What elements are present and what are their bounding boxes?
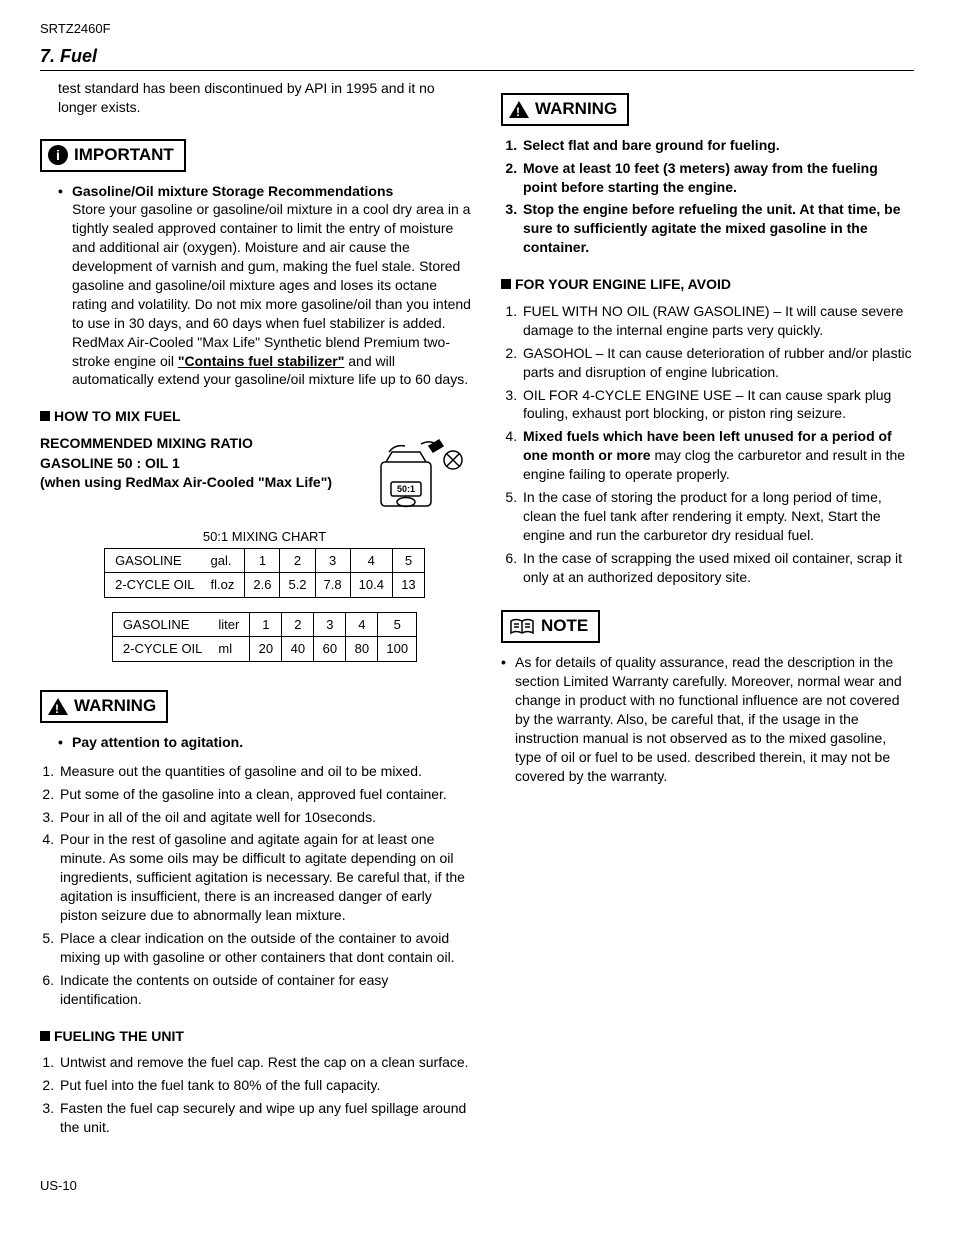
model-number: SRTZ2460F xyxy=(40,20,914,38)
book-icon xyxy=(509,618,535,636)
fueling-steps: Untwist and remove the fuel cap. Rest th… xyxy=(40,1053,471,1137)
list-item: GASOHOL – It can cause deterioration of … xyxy=(521,344,914,382)
table-row: GASOLINE liter 12345 xyxy=(112,612,416,637)
howto-head: HOW TO MIX FUEL xyxy=(40,407,471,426)
list-item: Untwist and remove the fuel cap. Rest th… xyxy=(58,1053,471,1072)
right-column: WARNING Select flat and bare ground for … xyxy=(501,79,914,1147)
list-item: Move at least 10 feet (3 meters) away fr… xyxy=(521,159,914,197)
important-box: i IMPORTANT xyxy=(40,139,186,172)
table-row: GASOLINE gal. 12345 xyxy=(105,548,425,573)
warning-label-2: WARNING xyxy=(535,98,617,121)
important-bullet-head: Gasoline/Oil mixture Storage Recommendat… xyxy=(72,183,393,199)
avoid-head: FOR YOUR ENGINE LIFE, AVOID xyxy=(501,275,914,294)
list-item: Select flat and bare ground for fueling. xyxy=(521,136,914,155)
note-box: NOTE xyxy=(501,610,600,643)
chart-caption: 50:1 MIXING CHART xyxy=(58,528,471,546)
table-row: 2-CYCLE OIL ml 20406080100 xyxy=(112,637,416,662)
mixing-table-gal: GASOLINE gal. 12345 2-CYCLE OIL fl.oz 2.… xyxy=(104,548,425,598)
warning1-bullet-text: Pay attention to agitation. xyxy=(72,734,243,750)
list-item: Fasten the fuel cap securely and wipe up… xyxy=(58,1099,471,1137)
warning-box-2: WARNING xyxy=(501,93,629,126)
content-columns: test standard has been discontinued by A… xyxy=(40,79,914,1147)
info-icon: i xyxy=(48,145,68,165)
list-item: Put fuel into the fuel tank to 80% of th… xyxy=(58,1076,471,1095)
warning-icon xyxy=(48,698,68,715)
left-column: test standard has been discontinued by A… xyxy=(40,79,471,1147)
list-item: Indicate the contents on outside of cont… xyxy=(58,971,471,1009)
table-row: 2-CYCLE OIL fl.oz 2.65.27.810.413 xyxy=(105,573,425,598)
list-item: In the case of scrapping the used mixed … xyxy=(521,549,914,587)
list-item: Pour in the rest of gasoline and agitate… xyxy=(58,830,471,924)
list-item: FUEL WITH NO OIL (RAW GASOLINE) – It wil… xyxy=(521,302,914,340)
page-number: US-10 xyxy=(40,1177,914,1195)
warning-label-1: WARNING xyxy=(74,695,156,718)
mixing-table-liter: GASOLINE liter 12345 2-CYCLE OIL ml 2040… xyxy=(112,612,417,662)
list-item: Stop the engine before refueling the uni… xyxy=(521,200,914,257)
intro-paragraph: test standard has been discontinued by A… xyxy=(58,79,471,117)
note-label: NOTE xyxy=(541,615,588,638)
important-bullets: Gasoline/Oil mixture Storage Recommendat… xyxy=(58,182,471,390)
important-text: Store your gasoline or gasoline/oil mixt… xyxy=(72,201,471,387)
square-bullet-icon xyxy=(40,1031,50,1041)
list-item: Put some of the gasoline into a clean, a… xyxy=(58,785,471,804)
mix-ratio-row: RECOMMENDED MIXING RATIO GASOLINE 50 : O… xyxy=(40,434,471,514)
square-bullet-icon xyxy=(501,279,511,289)
warning-box-1: WARNING xyxy=(40,690,168,723)
note-bullets: As for details of quality assurance, rea… xyxy=(501,653,914,785)
important-label: IMPORTANT xyxy=(74,144,174,167)
note-text: As for details of quality assurance, rea… xyxy=(501,653,914,785)
square-bullet-icon xyxy=(40,411,50,421)
section-title: 7. Fuel xyxy=(40,44,914,71)
list-item: Place a clear indication on the outside … xyxy=(58,929,471,967)
warning1-bullets: Pay attention to agitation. xyxy=(58,733,471,752)
avoid-list: FUEL WITH NO OIL (RAW GASOLINE) – It wil… xyxy=(501,302,914,586)
warning2-steps: Select flat and bare ground for fueling.… xyxy=(501,136,914,257)
list-item: In the case of storing the product for a… xyxy=(521,488,914,545)
list-item: Mixed fuels which have been left unused … xyxy=(521,427,914,484)
fuel-can-icon: 50:1 xyxy=(351,434,471,514)
list-item: Pour in all of the oil and agitate well … xyxy=(58,808,471,827)
warning-icon xyxy=(509,101,529,118)
list-item: Measure out the quantities of gasoline a… xyxy=(58,762,471,781)
list-item: OIL FOR 4-CYCLE ENGINE USE – It can caus… xyxy=(521,386,914,424)
agitation-steps: Measure out the quantities of gasoline a… xyxy=(40,762,471,1009)
mix-ratio-text: RECOMMENDED MIXING RATIO GASOLINE 50 : O… xyxy=(40,434,341,493)
svg-text:50:1: 50:1 xyxy=(397,484,415,494)
fueling-head: FUELING THE UNIT xyxy=(40,1027,471,1046)
